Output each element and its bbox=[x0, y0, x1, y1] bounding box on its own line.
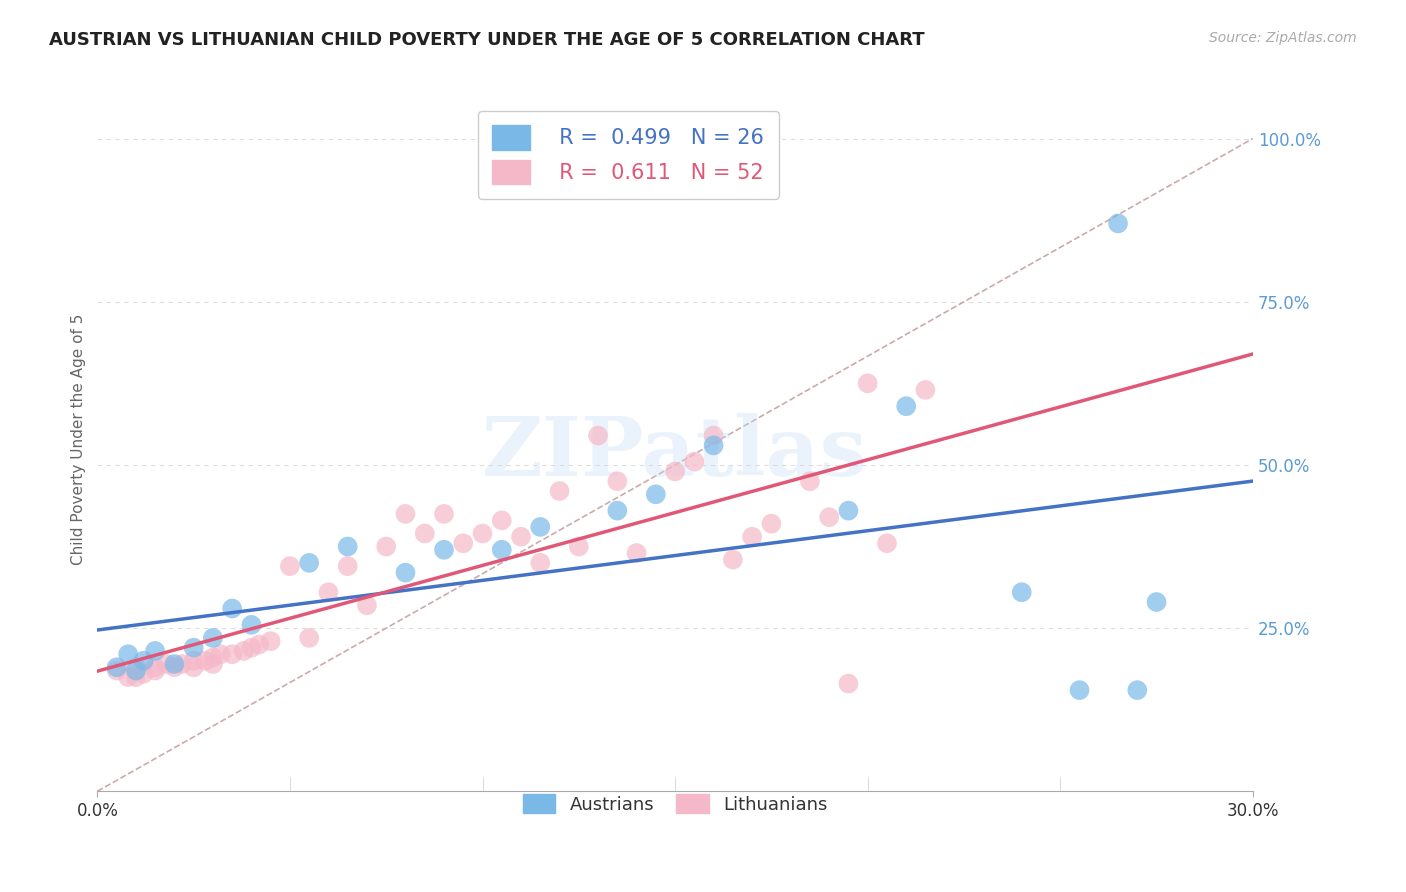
Point bbox=[529, 520, 551, 534]
Text: Source: ZipAtlas.com: Source: ZipAtlas.com bbox=[1209, 31, 1357, 45]
Point bbox=[336, 559, 359, 574]
Point bbox=[132, 666, 155, 681]
Point bbox=[278, 559, 301, 574]
Point bbox=[626, 546, 648, 560]
Point bbox=[856, 376, 879, 391]
Point bbox=[156, 657, 179, 671]
Point bbox=[529, 556, 551, 570]
Point bbox=[394, 566, 416, 580]
Point bbox=[143, 664, 166, 678]
Point bbox=[413, 526, 436, 541]
Text: AUSTRIAN VS LITHUANIAN CHILD POVERTY UNDER THE AGE OF 5 CORRELATION CHART: AUSTRIAN VS LITHUANIAN CHILD POVERTY UND… bbox=[49, 31, 925, 49]
Point bbox=[183, 654, 205, 668]
Point bbox=[799, 475, 821, 489]
Point bbox=[721, 552, 744, 566]
Point bbox=[172, 657, 194, 671]
Point bbox=[876, 536, 898, 550]
Point bbox=[247, 637, 270, 651]
Point bbox=[194, 654, 217, 668]
Point bbox=[644, 487, 666, 501]
Point bbox=[491, 513, 513, 527]
Point bbox=[491, 542, 513, 557]
Point bbox=[183, 640, 205, 655]
Point bbox=[105, 660, 128, 674]
Point bbox=[896, 399, 918, 413]
Point bbox=[548, 484, 571, 499]
Point bbox=[125, 670, 148, 684]
Point bbox=[260, 634, 283, 648]
Point bbox=[163, 657, 186, 671]
Point bbox=[914, 383, 936, 397]
Point bbox=[221, 601, 243, 615]
Point bbox=[837, 503, 859, 517]
Y-axis label: Child Poverty Under the Age of 5: Child Poverty Under the Age of 5 bbox=[72, 313, 86, 565]
Point bbox=[433, 507, 456, 521]
Point bbox=[318, 585, 340, 599]
Point bbox=[1126, 683, 1149, 698]
Point bbox=[818, 510, 841, 524]
Point bbox=[1069, 683, 1091, 698]
Point bbox=[1011, 585, 1033, 599]
Point bbox=[201, 657, 224, 671]
Point bbox=[375, 540, 398, 554]
Point bbox=[183, 660, 205, 674]
Point bbox=[125, 660, 148, 674]
Point bbox=[240, 618, 263, 632]
Point bbox=[163, 660, 186, 674]
Point bbox=[298, 631, 321, 645]
Point bbox=[201, 650, 224, 665]
Point bbox=[125, 664, 148, 678]
Point bbox=[1146, 595, 1168, 609]
Point bbox=[336, 540, 359, 554]
Point bbox=[837, 676, 859, 690]
Point bbox=[221, 647, 243, 661]
Point bbox=[240, 640, 263, 655]
Point bbox=[703, 428, 725, 442]
Point bbox=[433, 542, 456, 557]
Point bbox=[143, 644, 166, 658]
Point bbox=[741, 530, 763, 544]
Point bbox=[761, 516, 783, 531]
Point bbox=[209, 647, 232, 661]
Point bbox=[232, 644, 254, 658]
Point bbox=[510, 530, 533, 544]
Point bbox=[703, 438, 725, 452]
Point bbox=[1107, 216, 1129, 230]
Point bbox=[568, 540, 591, 554]
Point bbox=[143, 660, 166, 674]
Point bbox=[606, 503, 628, 517]
Point bbox=[664, 465, 686, 479]
Point bbox=[201, 631, 224, 645]
Point bbox=[117, 670, 139, 684]
Point bbox=[298, 556, 321, 570]
Point bbox=[117, 647, 139, 661]
Point bbox=[586, 428, 609, 442]
Point bbox=[132, 654, 155, 668]
Point bbox=[471, 526, 494, 541]
Point bbox=[394, 507, 416, 521]
Point bbox=[451, 536, 474, 550]
Point bbox=[683, 455, 706, 469]
Point bbox=[356, 599, 378, 613]
Text: ZIPatlas: ZIPatlas bbox=[482, 413, 868, 493]
Point bbox=[105, 664, 128, 678]
Point bbox=[606, 475, 628, 489]
Legend: Austrians, Lithuanians: Austrians, Lithuanians bbox=[512, 783, 838, 824]
